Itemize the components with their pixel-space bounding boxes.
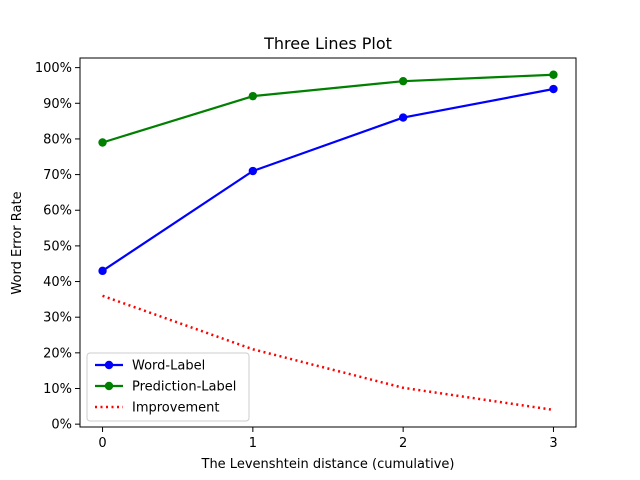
x-tick-label: 0	[98, 436, 106, 451]
legend-marker	[104, 381, 114, 391]
y-tick-label: 40%	[43, 275, 72, 290]
series-line-1	[102, 73, 554, 144]
y-tick-label: 70%	[43, 168, 72, 183]
data-point	[549, 70, 558, 79]
y-tick-label: 0%	[51, 418, 72, 433]
legend-label: Improvement	[132, 401, 219, 416]
data-point	[98, 266, 107, 276]
data-point	[549, 84, 558, 94]
legend-box	[86, 352, 250, 422]
chart-title: Three Lines Plot	[263, 34, 392, 53]
data-point	[398, 76, 408, 86]
data-point	[98, 138, 107, 147]
x-tick-label: 1	[249, 436, 257, 451]
y-axis: 0% 10% 20% 30% 40% 50% 60% 70% 80% 90% 100%	[35, 61, 80, 433]
y-tick-label: 80%	[43, 132, 72, 147]
y-tick-label: 100%	[35, 61, 72, 76]
x-tick-label: 2	[399, 436, 407, 451]
data-point	[398, 113, 408, 122]
data-point	[248, 91, 258, 101]
axes-frame	[79, 57, 577, 428]
x-tick-label: 3	[549, 436, 557, 451]
x-axis: 0 1 2 3	[98, 427, 558, 451]
legend: Word-Label Prediction-Label Improvement	[86, 352, 250, 422]
data-point	[248, 166, 258, 176]
series-line-2	[102, 294, 554, 412]
y-tick-label: 50%	[43, 239, 72, 254]
legend-marker	[104, 360, 114, 370]
y-tick-label: 60%	[43, 204, 72, 219]
y-tick-label: 30%	[43, 311, 72, 326]
legend-label: Word-Label	[132, 359, 205, 374]
legend-label: Prediction-Label	[132, 380, 236, 395]
series-layer	[98, 70, 558, 412]
series-line-0	[101, 87, 554, 272]
y-tick-label: 20%	[43, 346, 72, 361]
x-axis-label: The Levenshtein distance (cumulative)	[201, 457, 455, 472]
y-axis-label: Word Error Rate	[10, 191, 25, 294]
y-tick-label: 90%	[43, 97, 72, 112]
y-tick-label: 10%	[43, 382, 72, 397]
